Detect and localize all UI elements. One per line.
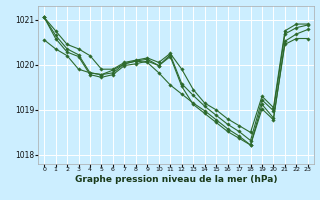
- X-axis label: Graphe pression niveau de la mer (hPa): Graphe pression niveau de la mer (hPa): [75, 175, 277, 184]
